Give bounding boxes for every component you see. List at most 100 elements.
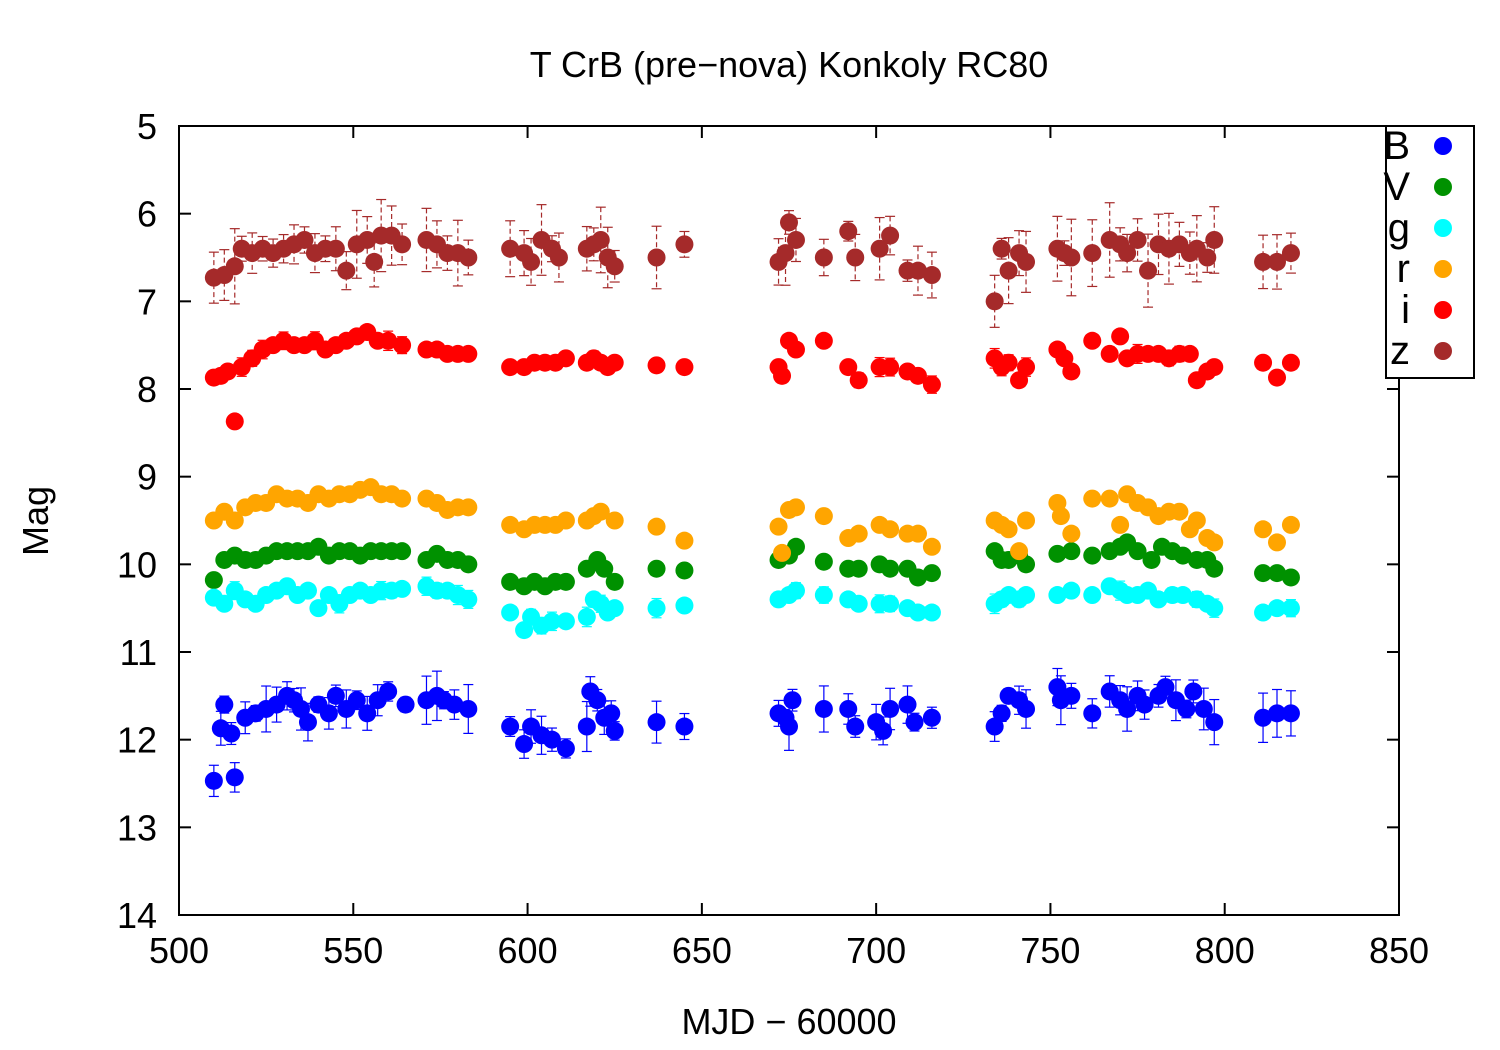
data-point-r (773, 543, 792, 562)
data-point-V (675, 561, 694, 580)
data-point-i (1017, 358, 1036, 377)
data-point-V (459, 555, 478, 574)
data-point-r (769, 517, 788, 536)
data-point-g (814, 586, 833, 605)
data-point-i (814, 331, 833, 350)
y-tick-label: 11 (120, 632, 157, 673)
data-point-i (773, 366, 792, 385)
data-point-z (985, 292, 1004, 311)
legend-label-i: i (1401, 288, 1410, 332)
data-point-i (908, 366, 927, 385)
error-bar (519, 229, 530, 277)
data-point-B (1017, 699, 1036, 718)
error-bar (1104, 202, 1115, 278)
y-tick-label: 9 (137, 457, 157, 498)
data-point-z (326, 239, 345, 258)
error-bar (386, 205, 397, 266)
data-point-z (776, 244, 795, 263)
error-bar (421, 207, 432, 273)
data-point-g (1268, 599, 1286, 618)
data-point-g (605, 599, 624, 618)
error-bar (1174, 221, 1185, 267)
error-bar (229, 228, 240, 305)
error-bar (1132, 218, 1143, 262)
data-point-B (319, 704, 338, 723)
data-point-V (849, 559, 868, 578)
legend-marker-B (1434, 137, 1452, 155)
error-bar (268, 238, 279, 268)
data-point-z (295, 230, 314, 249)
data-point-r (1268, 533, 1286, 552)
data-point-B (898, 695, 917, 714)
error-bar (1021, 230, 1032, 293)
data-point-V (922, 564, 941, 583)
x-tick-label: 700 (846, 930, 906, 971)
data-point-V (556, 572, 575, 591)
data-point-z (1281, 244, 1300, 263)
y-tick-label: 13 (117, 807, 157, 848)
data-point-B (1062, 686, 1081, 705)
data-point-B (1205, 713, 1224, 732)
data-point-z (908, 261, 927, 280)
data-point-i (786, 340, 805, 359)
data-point-z (1128, 230, 1147, 249)
legend-label-B: B (1383, 124, 1410, 168)
data-point-r (1010, 542, 1029, 561)
error-bar (926, 251, 937, 299)
data-point-z (225, 257, 244, 276)
data-point-r (225, 511, 244, 530)
data-point-z (881, 226, 900, 245)
y-tick-label: 5 (137, 106, 157, 147)
legend-label-g: g (1388, 206, 1410, 250)
data-point-z (459, 248, 478, 267)
points-layer (204, 213, 1300, 790)
data-point-g (881, 594, 900, 613)
error-bar (651, 225, 662, 290)
data-point-g (908, 603, 927, 622)
data-point-z (337, 261, 356, 280)
data-point-r (1254, 520, 1273, 539)
data-point-i (556, 349, 575, 368)
data-point-g (393, 579, 412, 598)
data-point-B (675, 717, 694, 736)
data-point-B (204, 771, 223, 790)
data-point-V (908, 568, 927, 587)
data-point-r (814, 507, 833, 526)
data-point-z (1017, 252, 1036, 271)
data-point-i (1281, 353, 1300, 372)
data-point-B (780, 717, 798, 736)
data-point-z (647, 248, 666, 267)
data-point-g (1062, 581, 1081, 600)
legend-marker-i (1434, 301, 1452, 319)
data-point-i (218, 362, 237, 381)
data-point-B (515, 735, 534, 754)
data-point-B (347, 691, 366, 710)
data-point-z (786, 230, 805, 249)
data-point-V (204, 571, 223, 590)
x-tick-label: 750 (1020, 930, 1080, 971)
data-point-r (1170, 502, 1189, 521)
data-point-z (839, 222, 858, 241)
data-point-i (459, 344, 478, 363)
data-point-r (647, 517, 666, 536)
data-point-B (1083, 704, 1102, 723)
data-point-B (839, 699, 858, 718)
data-point-V (881, 559, 900, 578)
data-point-g (542, 612, 561, 631)
data-point-r (849, 524, 868, 543)
data-point-V (1254, 564, 1273, 583)
data-point-g (215, 594, 234, 613)
data-point-z (780, 213, 798, 232)
data-point-g (309, 599, 328, 618)
data-point-g (501, 603, 520, 622)
data-point-g (1017, 586, 1036, 605)
data-point-B (222, 724, 241, 743)
error-bar (1066, 218, 1077, 297)
data-point-B (783, 691, 802, 710)
data-point-r (591, 502, 610, 521)
data-point-z (1254, 252, 1273, 271)
data-point-i (839, 358, 858, 377)
x-tick-label: 500 (149, 930, 209, 971)
